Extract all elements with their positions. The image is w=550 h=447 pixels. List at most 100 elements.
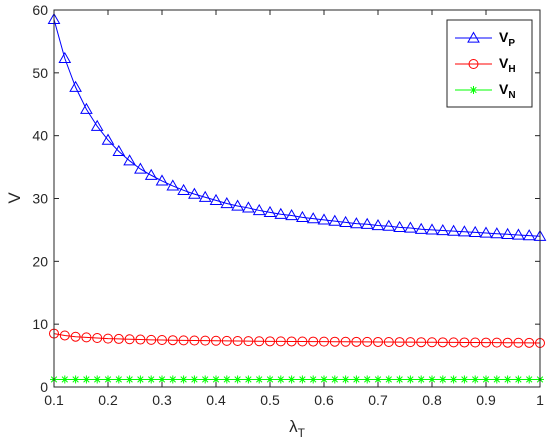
y-tick-label: 0 xyxy=(40,379,48,395)
data-point xyxy=(209,193,223,206)
data-point xyxy=(449,375,458,384)
data-point xyxy=(352,375,361,384)
data-point xyxy=(340,336,351,347)
data-point xyxy=(178,335,189,346)
data-point xyxy=(414,222,428,234)
data-point xyxy=(243,336,254,347)
x-tick-label: 0.2 xyxy=(98,392,118,408)
data-point xyxy=(101,133,115,145)
legend-marker xyxy=(469,86,478,94)
asterisk-stroke xyxy=(212,376,220,383)
data-point xyxy=(373,336,383,347)
data-point xyxy=(157,335,167,346)
data-point xyxy=(146,334,157,345)
asterisk-stroke xyxy=(266,376,274,383)
asterisk-stroke xyxy=(126,376,133,383)
data-point xyxy=(317,213,331,225)
data-point xyxy=(471,375,480,384)
asterisk-stroke xyxy=(115,376,122,383)
y-tick-label: 20 xyxy=(32,253,48,269)
data-point xyxy=(437,337,448,348)
asterisk-stroke xyxy=(515,376,522,383)
data-point xyxy=(252,203,266,216)
data-point xyxy=(136,375,145,384)
data-point xyxy=(436,224,450,236)
data-point xyxy=(470,337,481,348)
data-point xyxy=(417,375,426,384)
data-point xyxy=(123,154,136,166)
series-layer xyxy=(47,12,547,384)
data-point xyxy=(134,162,147,174)
asterisk-stroke xyxy=(83,376,90,383)
data-point xyxy=(147,375,156,384)
asterisk-stroke xyxy=(310,376,317,383)
asterisk-stroke xyxy=(450,376,457,383)
data-point xyxy=(265,336,275,347)
data-point xyxy=(297,336,308,347)
asterisk-stroke xyxy=(245,376,252,383)
series-n xyxy=(50,375,544,384)
asterisk-stroke xyxy=(385,376,392,383)
data-point xyxy=(80,102,93,114)
data-point xyxy=(220,197,234,209)
data-point xyxy=(512,228,525,240)
data-point xyxy=(275,336,286,347)
data-point xyxy=(286,336,297,347)
x-axis-title: λT xyxy=(289,417,306,440)
legend-label-base: V xyxy=(499,55,509,71)
legend-label-base: V xyxy=(499,29,509,45)
y-tick-label: 30 xyxy=(32,191,48,207)
asterisk-stroke xyxy=(526,376,533,383)
y-tick-label: 40 xyxy=(32,128,48,144)
asterisk-stroke xyxy=(418,376,425,383)
data-point xyxy=(125,375,134,384)
data-point xyxy=(447,224,460,236)
data-point xyxy=(416,337,427,348)
data-point xyxy=(244,375,253,384)
x-axis-title-base: λ xyxy=(289,417,298,436)
asterisk-stroke xyxy=(137,376,144,383)
asterisk-stroke xyxy=(169,376,176,383)
data-point xyxy=(167,335,178,346)
data-point xyxy=(513,337,524,348)
data-point xyxy=(371,219,385,231)
data-point xyxy=(90,119,104,131)
data-point xyxy=(363,375,372,384)
data-point xyxy=(58,51,72,64)
data-point xyxy=(166,179,180,191)
x-tick-label: 0.6 xyxy=(314,392,334,408)
data-point xyxy=(287,375,296,384)
x-tick-label: 0.5 xyxy=(260,392,280,408)
data-point xyxy=(298,375,307,384)
data-point xyxy=(254,336,265,347)
data-point xyxy=(112,144,126,156)
x-tick-label: 0.1 xyxy=(44,392,64,408)
data-point xyxy=(351,336,362,347)
data-point xyxy=(395,375,404,384)
data-point xyxy=(276,375,285,384)
data-point xyxy=(222,375,231,384)
data-point xyxy=(339,215,352,228)
data-point xyxy=(201,375,210,384)
data-point xyxy=(394,337,405,348)
data-point xyxy=(71,375,80,384)
legend-label: VN xyxy=(499,81,516,101)
asterisk-stroke xyxy=(223,376,230,383)
asterisk-stroke xyxy=(407,376,414,383)
data-point xyxy=(168,375,177,384)
asterisk-stroke xyxy=(482,376,490,383)
data-point xyxy=(135,334,146,345)
legend-label: VH xyxy=(499,55,516,75)
data-point xyxy=(482,375,490,384)
data-point xyxy=(460,375,469,384)
data-point xyxy=(104,375,112,384)
data-point xyxy=(382,219,396,231)
x-tick-label: 0.9 xyxy=(476,392,496,408)
x-tick-label: 0.8 xyxy=(422,392,442,408)
asterisk-stroke xyxy=(158,376,166,383)
asterisk-stroke xyxy=(288,376,295,383)
data-point xyxy=(59,330,70,341)
series-p xyxy=(47,12,547,241)
